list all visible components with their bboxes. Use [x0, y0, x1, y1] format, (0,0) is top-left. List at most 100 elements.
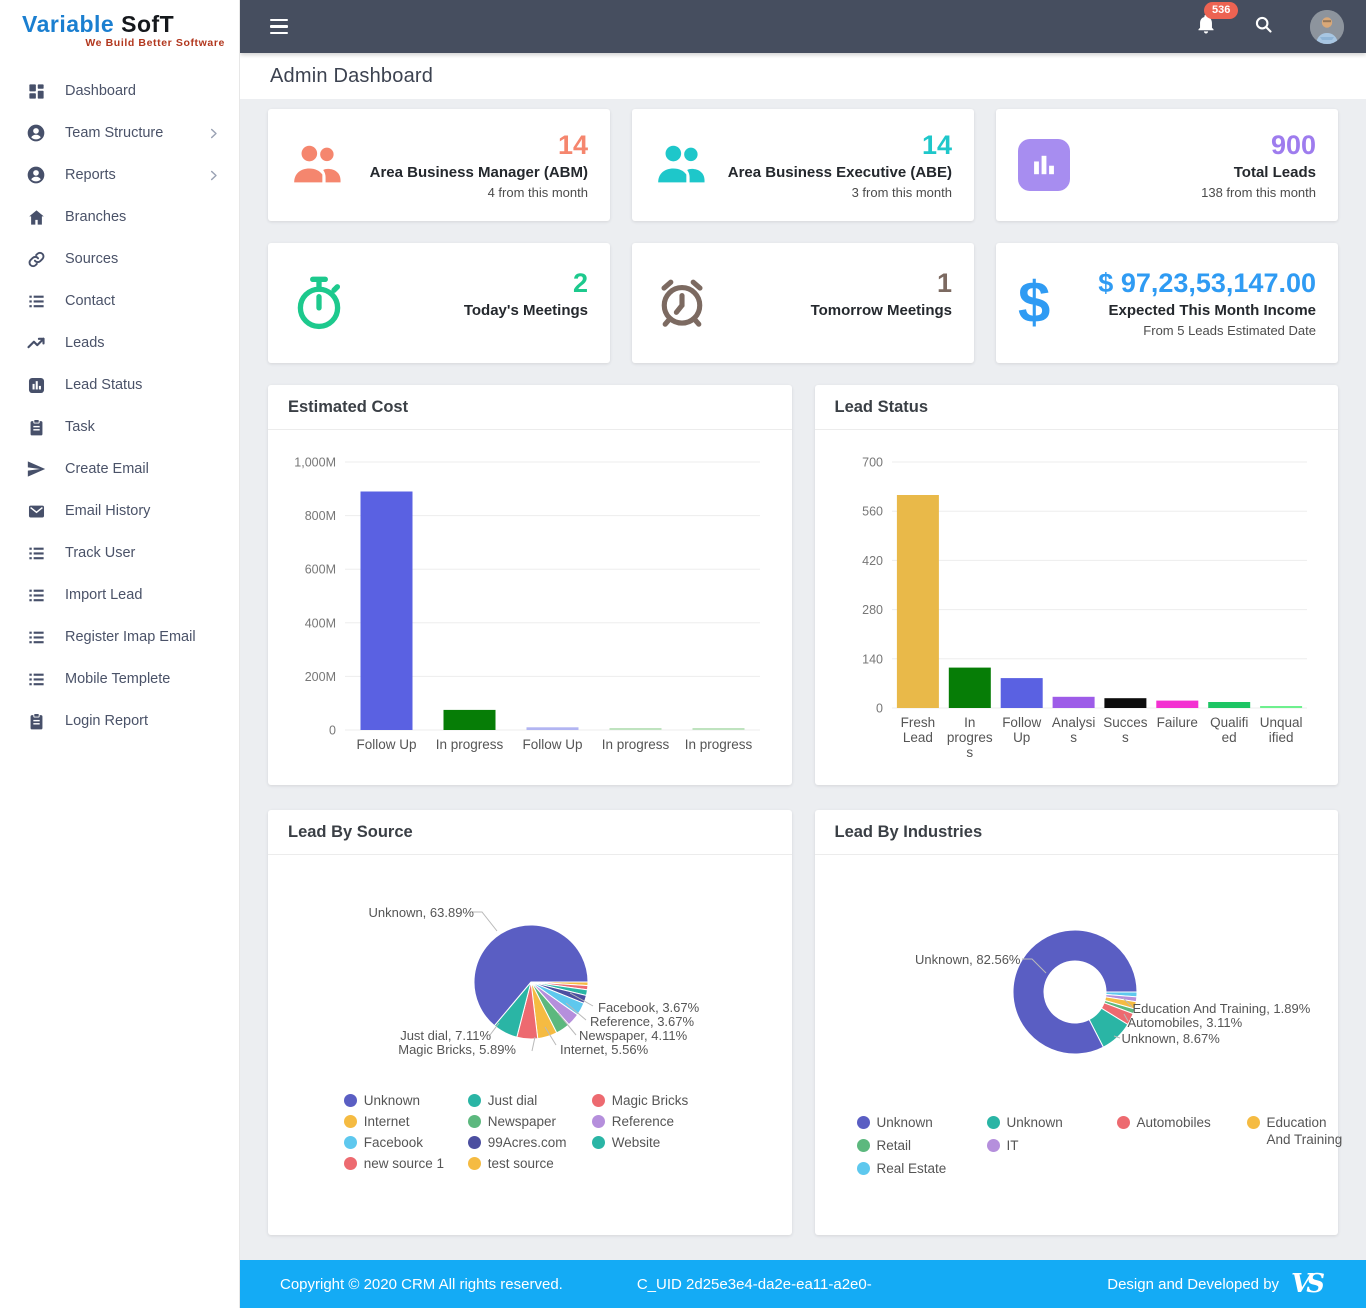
legend-label: Education And Training — [1266, 1115, 1343, 1148]
list-icon — [26, 669, 46, 689]
sidebar-item-team-structure[interactable]: Team Structure — [0, 112, 239, 154]
menu-toggle-button[interactable] — [266, 15, 292, 39]
legend-column: Education And Training — [1246, 1115, 1351, 1178]
legend-item-facebook[interactable]: Facebook — [343, 1135, 468, 1150]
dollar-icon: $ — [1018, 270, 1051, 336]
sidebar-item-label: Task — [65, 419, 95, 435]
stat-card-total-leads[interactable]: 900 Total Leads 138 from this month — [996, 109, 1338, 222]
legend-dot — [1116, 1116, 1130, 1130]
legend-dot — [856, 1139, 870, 1153]
trending-up-icon — [26, 333, 46, 353]
legend-item-unknown[interactable]: Unknown — [856, 1115, 961, 1132]
clipboard-icon — [26, 417, 46, 437]
stat-card-title: Area Business Manager (ABM) — [369, 163, 588, 181]
sidebar-item-register-imap-email[interactable]: Register Imap Email — [0, 616, 239, 658]
stat-card-value: 14 — [921, 129, 952, 160]
stat-card-icon — [290, 274, 356, 332]
stat-card-area-business-executive-abe[interactable]: 14 Area Business Executive (ABE) 3 from th… — [632, 109, 974, 222]
logo-title: Variable SofT — [22, 11, 225, 38]
legend-label: IT — [1006, 1138, 1019, 1154]
stat-card-area-business-manager-abm[interactable]: 14 Area Business Manager (ABM) 4 from this… — [268, 109, 610, 222]
legend-item-just-dial[interactable]: Just dial — [467, 1093, 592, 1108]
svg-text:ified: ified — [1268, 730, 1293, 745]
pie-annotation: Newspaper, 4.11% — [579, 1028, 688, 1044]
svg-text:280: 280 — [862, 603, 883, 617]
stat-card-title: Expected This Month Income — [1108, 301, 1316, 319]
notifications-button[interactable]: 536 — [1195, 2, 1239, 40]
clipboard-icon — [26, 711, 46, 731]
legend-item-unknown[interactable]: Unknown — [986, 1115, 1091, 1132]
mail-icon — [26, 501, 46, 521]
stat-card-info: 900 Total Leads 138 from this month — [1201, 130, 1316, 199]
legend-item-real-estate[interactable]: Real Estate — [856, 1161, 961, 1178]
lead-by-source-canvas — [472, 911, 594, 1052]
pie-annotation: Internet, 5.56% — [560, 1042, 649, 1058]
legend-item-test-source[interactable]: test source — [467, 1156, 592, 1171]
main-column: 536 Admin — [240, 0, 1366, 1308]
sidebar-item-lead-status[interactable]: Lead Status — [0, 364, 239, 406]
svg-text:0: 0 — [329, 724, 336, 738]
sidebar-item-label: Contact — [65, 293, 115, 309]
legend-label: Newspaper — [487, 1114, 557, 1130]
sidebar-item-login-report[interactable]: Login Report — [0, 700, 239, 742]
sidebar-item-create-email[interactable]: Create Email — [0, 448, 239, 490]
logo[interactable]: Variable SofT We Build Better Software — [0, 0, 239, 62]
sidebar-item-label: Team Structure — [65, 125, 164, 141]
sidebar-item-leads[interactable]: Leads — [0, 322, 239, 364]
stat-card-tomorrow-meetings[interactable]: 1 Tomorrow Meetings — [632, 243, 974, 364]
svg-text:Qualifi: Qualifi — [1210, 715, 1248, 730]
sidebar-item-label: Login Report — [65, 713, 149, 729]
sidebar-item-contact[interactable]: Contact — [0, 280, 239, 322]
legend-item-reference[interactable]: Reference — [591, 1114, 716, 1129]
avatar[interactable] — [1310, 9, 1344, 44]
stat-cards-row-2: 2 Today's Meetings 1 Tomorrow Meetings $ $ 97… — [268, 243, 1338, 364]
legend-item-retail[interactable]: Retail — [856, 1138, 961, 1155]
stat-card-subtitle — [464, 323, 588, 338]
legend-item-99acres-com[interactable]: 99Acres.com — [467, 1135, 592, 1150]
stat-card-info: 2 Today's Meetings — [464, 268, 588, 338]
sidebar-item-import-lead[interactable]: Import Lead — [0, 574, 239, 616]
sidebar-item-dashboard[interactable]: Dashboard — [0, 70, 239, 112]
svg-text:Succes: Succes — [1103, 715, 1148, 730]
lead-status-title: Lead Status — [814, 385, 1338, 431]
sidebar-item-email-history[interactable]: Email History — [0, 490, 239, 532]
stopwatch-icon — [290, 274, 348, 332]
stat-card-icon — [290, 139, 356, 191]
search-button[interactable] — [1253, 14, 1274, 40]
bell-icon — [1195, 13, 1217, 40]
sidebar-item-sources[interactable]: Sources — [0, 238, 239, 280]
svg-text:420: 420 — [862, 554, 883, 568]
legend-item-newspaper[interactable]: Newspaper — [467, 1114, 592, 1130]
legend-dot — [986, 1139, 1000, 1153]
legend-item-new-source-1[interactable]: new source 1 — [343, 1156, 468, 1171]
legend-column: Automobiles — [1116, 1115, 1221, 1178]
sidebar-item-task[interactable]: Task — [0, 406, 239, 448]
sidebar-item-branches[interactable]: Branches — [0, 196, 239, 238]
legend-item-magic-bricks[interactable]: Magic Bricks — [591, 1093, 716, 1108]
sidebar-item-mobile-templete[interactable]: Mobile Templete — [0, 658, 239, 700]
legend-item-automobiles[interactable]: Automobiles — [1116, 1115, 1221, 1132]
dashboard-icon — [26, 81, 46, 101]
sidebar-item-reports[interactable]: Reports — [0, 154, 239, 196]
legend-item-unknown[interactable]: Unknown — [343, 1093, 468, 1108]
people-icon — [654, 139, 710, 191]
legend-label: Real Estate — [876, 1161, 947, 1177]
lead-by-source-card: Lead By Source Unknown, 63.89% Facebook, … — [268, 810, 792, 1236]
legend-item-website[interactable]: Website — [591, 1135, 716, 1150]
svg-text:700: 700 — [862, 456, 883, 470]
legend-item-it[interactable]: IT — [986, 1138, 1091, 1155]
variablesoft-logo[interactable]: VS — [1291, 1269, 1325, 1300]
svg-text:In progress: In progress — [602, 737, 670, 752]
legend-item-internet[interactable]: Internet — [343, 1114, 468, 1129]
legend-dot — [467, 1157, 481, 1171]
sidebar-item-track-user[interactable]: Track User — [0, 532, 239, 574]
sidebar-item-label: Dashboard — [65, 83, 136, 99]
svg-text:Unqual: Unqual — [1259, 715, 1302, 730]
page-title: Admin Dashboard — [270, 64, 434, 87]
list-icon — [26, 543, 46, 563]
legend-dot — [343, 1094, 357, 1108]
stat-card-expected-this-month-income[interactable]: $ $ 97,23,53,147.00 Expected This Month In… — [996, 243, 1338, 364]
stat-card-icon — [654, 275, 720, 331]
legend-item-education-and-training[interactable]: Education And Training — [1246, 1115, 1351, 1149]
stat-card-today-s-meetings[interactable]: 2 Today's Meetings — [268, 243, 610, 364]
